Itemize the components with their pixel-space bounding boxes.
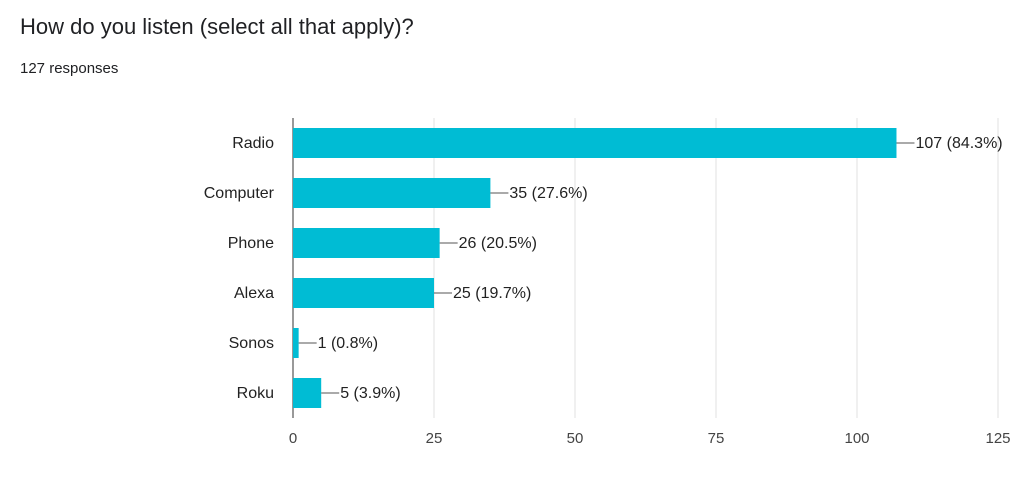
x-tick-label: 100 — [844, 430, 869, 447]
x-tick-label: 50 — [567, 430, 584, 447]
category-label: Computer — [204, 185, 275, 202]
category-label: Roku — [237, 385, 274, 402]
bar[interactable] — [293, 328, 299, 358]
x-axis-ticks: 0 25 50 75 100 125 — [289, 430, 1011, 447]
bars: 107 (84.3%) 35 (27.6%) 26 (20.5%) 25 (19.7%… — [293, 128, 1003, 408]
bar[interactable] — [293, 178, 491, 208]
category-label: Radio — [232, 135, 274, 152]
data-label: 107 (84.3%) — [915, 135, 1002, 152]
bar[interactable] — [293, 128, 897, 158]
category-labels: Radio Computer Phone Alexa Sonos Roku — [204, 135, 275, 402]
data-label: 25 (19.7%) — [453, 285, 531, 302]
category-label: Sonos — [229, 335, 274, 352]
chart-title: How do you listen (select all that apply… — [20, 14, 414, 39]
response-count: 127 responses — [20, 60, 119, 77]
data-label: 1 (0.8%) — [318, 335, 378, 352]
bar[interactable] — [293, 378, 322, 408]
x-tick-label: 75 — [708, 430, 725, 447]
x-tick-label: 125 — [985, 430, 1010, 447]
data-label: 35 (27.6%) — [509, 185, 587, 202]
bar[interactable] — [293, 278, 434, 308]
x-tick-label: 0 — [289, 430, 297, 447]
category-label: Alexa — [234, 285, 274, 302]
category-label: Phone — [228, 235, 274, 252]
bar[interactable] — [293, 228, 440, 258]
data-label: 26 (20.5%) — [459, 235, 537, 252]
x-tick-label: 25 — [426, 430, 443, 447]
data-label: 5 (3.9%) — [340, 385, 400, 402]
grid-lines — [292, 118, 999, 418]
